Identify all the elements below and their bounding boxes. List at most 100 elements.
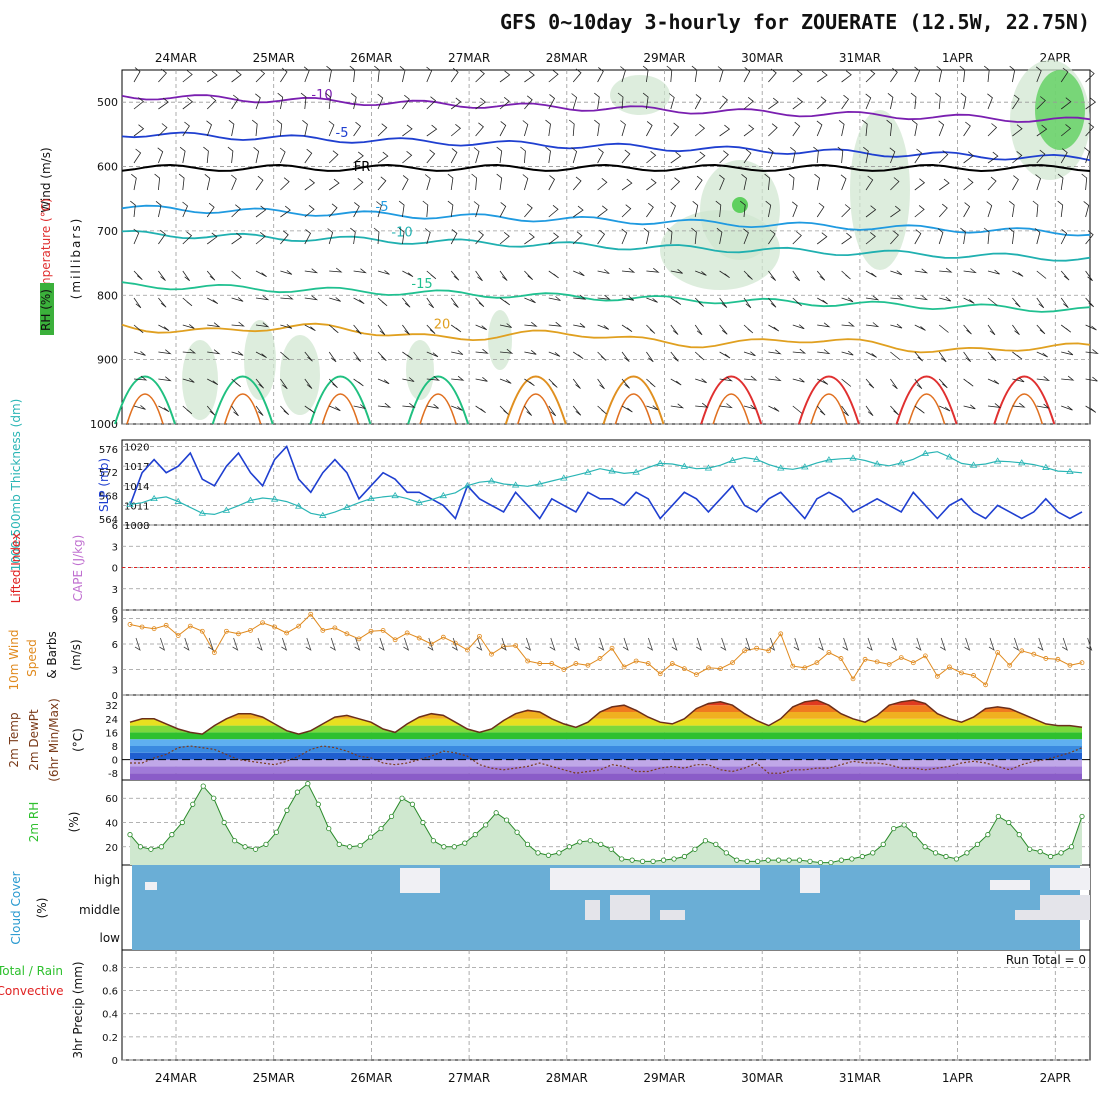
wind-barb [499,323,512,328]
wind-speed-point [272,624,278,630]
isotherm-label: -10 [311,88,332,103]
cloud-block-high [550,868,760,890]
wind-barb [743,375,758,381]
wind-barb [1036,376,1051,381]
wind-barb [1034,228,1041,245]
panel-frame-wind10m [121,609,1091,696]
wind-barb [1081,173,1088,191]
rh-point [1058,850,1064,856]
wind-barb [548,94,556,110]
rh-point [702,838,708,844]
rh-point [232,838,238,844]
wind-barb [473,201,480,218]
wind-barb [743,96,754,110]
wind-barb [328,120,335,137]
wind-barb [646,121,653,137]
wind-barb [328,150,339,164]
y-tick-label-right: 1011 [124,501,149,512]
wind-barb [1036,149,1046,164]
wind-barb [670,324,679,335]
wind-speed-point [802,665,808,671]
wind-speed-point [211,650,217,655]
wind-barb [255,175,264,191]
wind-barb [475,297,485,308]
wind-barb [670,122,680,137]
wind-barb [302,119,308,137]
x-tick-label-bottom: 28MAR [546,1071,588,1085]
wind-barb [206,232,218,245]
wind-barb [426,124,438,137]
thickness-marker [1042,463,1050,470]
wind-barb [231,378,241,388]
wind-barb [694,123,706,137]
wind-barb [743,228,749,245]
wind-barb [646,324,656,334]
rh-point [493,810,499,816]
wind-speed-point [947,664,952,670]
rh-point [681,853,688,860]
wind-speed-point [730,660,735,666]
wind-speed-point [296,623,302,629]
wind-barb-10m [891,637,898,651]
wind-barb [743,297,752,309]
wind-barb [572,378,581,389]
thermal-contour [810,393,848,425]
wind-speed-point [368,628,374,634]
wind-barb [938,324,949,333]
wind-barb [914,295,929,301]
rh-point [838,857,844,863]
wind-barb [743,124,755,137]
wind-barb [865,378,875,389]
wind-barb [475,69,485,83]
wind-barb [691,65,698,83]
wind-speed-point [718,666,723,672]
wind-barb [499,378,512,384]
wind-barb [280,294,294,300]
temp-band [130,725,1082,733]
wind-speed-point [874,659,880,665]
rh-point [524,841,531,847]
wind-speed-point [1055,656,1061,662]
wind-barb [670,403,685,409]
wind-speed-point [356,636,362,642]
wind-barb [182,70,193,83]
y-tick-label: -8 [108,769,118,780]
wind-barb [280,67,288,83]
wind-barb [890,378,898,390]
wind-speed-point [645,661,651,666]
y-tick-label: 0.8 [102,963,118,974]
rh-point [242,844,248,850]
wind-barb [206,405,216,416]
wind-barb [548,296,561,301]
wind-barb [890,351,900,360]
wind-barb [694,351,705,361]
wind-barb [520,146,526,164]
wind-barb [743,270,753,280]
wind-speed-point [609,645,615,651]
wind-barb-10m [232,637,239,651]
wind-barb [890,294,904,300]
y-tick-label: 800 [97,289,118,302]
wind-barb [524,270,533,281]
y-tick-label: 16 [105,728,118,739]
wind-barb-10m [500,637,507,651]
y-tick-label-left: 568 [99,492,118,503]
wind-barb [206,70,218,83]
wind-barb-10m [134,637,141,651]
wind-barb [353,151,364,164]
wind-barb [182,378,195,383]
wind-barb [255,351,267,359]
y-tick-label: 600 [97,161,118,174]
rh-point [953,856,960,862]
thickness-line [129,451,1083,517]
wind-barb [1035,66,1042,83]
wind-speed-point [585,662,591,668]
thickness-marker [680,462,689,469]
thickness-marker [801,463,809,470]
thickness-marker [295,502,303,509]
rh-point [378,825,384,832]
wind-barb [231,321,245,327]
wind-barb [911,119,918,137]
wind-barb [325,92,331,110]
wind-barb [987,351,997,362]
